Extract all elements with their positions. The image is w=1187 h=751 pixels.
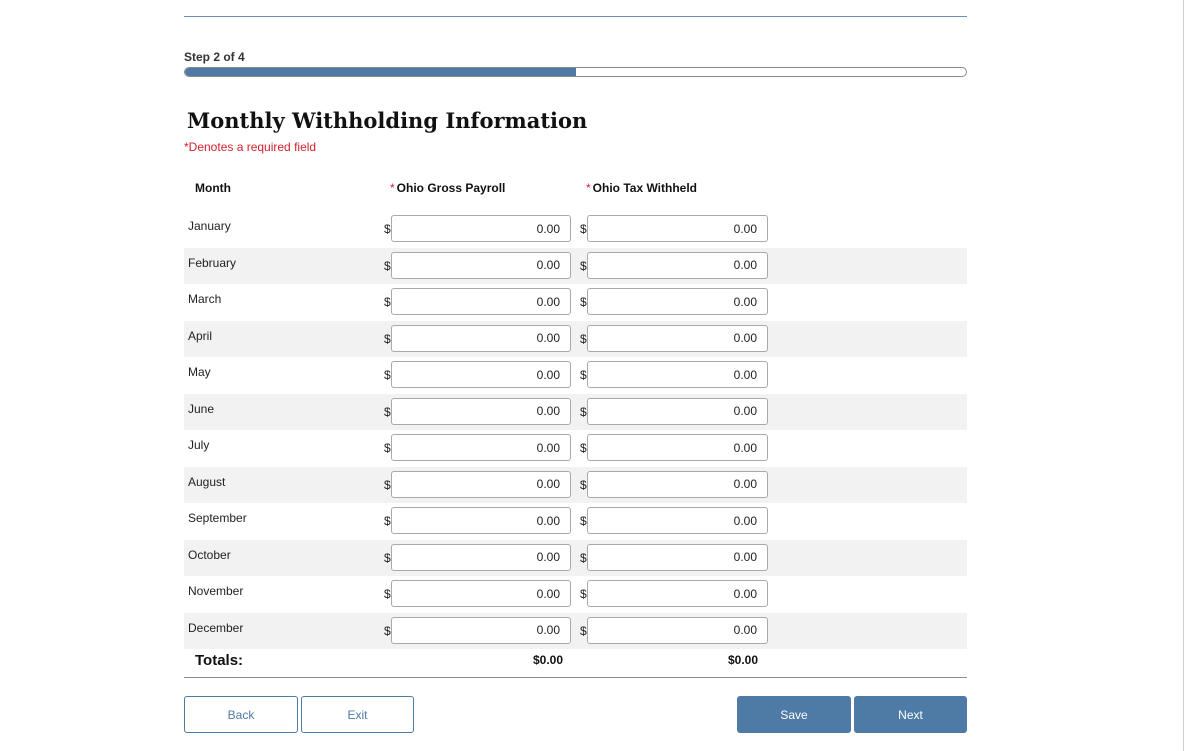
gross-payroll-input[interactable] (391, 507, 571, 534)
table-row: December $ $ (184, 612, 967, 649)
currency-symbol: $ (580, 258, 587, 273)
currency-symbol: $ (580, 477, 587, 492)
tax-withheld-input[interactable] (587, 434, 768, 461)
month-label: December (188, 620, 244, 635)
gross-payroll-input[interactable] (391, 616, 571, 644)
gross-payroll-input[interactable] (391, 434, 571, 461)
currency-symbol: $ (384, 295, 391, 309)
save-button[interactable]: Save (737, 696, 851, 733)
tax-withheld-input[interactable] (587, 543, 768, 571)
month-label: July (188, 438, 210, 452)
table-row: November $ $ (184, 576, 967, 612)
required-marker: * (586, 181, 591, 195)
month-label: February (188, 255, 237, 270)
currency-symbol: $ (384, 514, 391, 528)
gross-payroll-input[interactable] (391, 361, 571, 388)
gross-payroll-input[interactable] (391, 251, 571, 279)
window-edge (1183, 0, 1184, 751)
tax-withheld-input[interactable] (587, 470, 768, 498)
exit-button[interactable]: Exit (301, 696, 414, 733)
table-row: March $ $ (184, 284, 967, 320)
gross-payroll-input[interactable] (391, 215, 571, 242)
currency-symbol: $ (384, 331, 391, 346)
month-label: May (188, 365, 211, 379)
currency-symbol: $ (384, 623, 391, 638)
currency-symbol: $ (580, 404, 587, 419)
currency-symbol: $ (580, 441, 587, 455)
month-label: September (188, 511, 247, 525)
month-label: March (188, 292, 222, 306)
next-button[interactable]: Next (854, 696, 967, 733)
currency-symbol: $ (580, 222, 587, 236)
gross-payroll-input[interactable] (391, 288, 571, 315)
currency-symbol: $ (580, 514, 587, 528)
top-divider (184, 16, 967, 17)
table-row: September $ $ (184, 503, 967, 539)
currency-symbol: $ (580, 550, 587, 565)
gross-payroll-input[interactable] (391, 324, 571, 352)
back-button[interactable]: Back (184, 696, 298, 733)
tax-withheld-input[interactable] (587, 361, 768, 388)
table-row: June $ $ (184, 393, 967, 430)
gross-payroll-header-label: Ohio Gross Payroll (396, 181, 506, 195)
month-label: November (188, 584, 244, 598)
totals-label: Totals: (195, 652, 244, 669)
currency-symbol: $ (580, 623, 587, 638)
tax-withheld-header-label: Ohio Tax Withheld (592, 181, 698, 195)
gross-payroll-input[interactable] (391, 580, 571, 607)
currency-symbol: $ (384, 587, 391, 601)
currency-symbol: $ (384, 258, 391, 273)
gross-payroll-input[interactable] (391, 470, 571, 498)
progress-bar-fill (185, 68, 576, 76)
step-indicator: Step 2 of 4 (184, 50, 245, 64)
bottom-divider (184, 677, 967, 678)
currency-symbol: $ (580, 331, 587, 346)
currency-symbol: $ (384, 404, 391, 419)
tax-withheld-column-header: * Ohio Tax Withheld (586, 181, 697, 195)
tax-withheld-input[interactable] (587, 580, 768, 607)
currency-symbol: $ (384, 550, 391, 565)
currency-symbol: $ (384, 477, 391, 492)
tax-withheld-input[interactable] (587, 397, 768, 425)
table-row: July $ $ (184, 430, 967, 466)
page-title: Monthly Withholding Information (187, 108, 588, 133)
gross-payroll-total: $0.00 (533, 653, 564, 667)
gross-payroll-input[interactable] (391, 397, 571, 425)
tax-withheld-input[interactable] (587, 616, 768, 644)
table-row: January $ $ (184, 211, 967, 247)
currency-symbol: $ (580, 295, 587, 309)
table-row: October $ $ (184, 539, 967, 576)
month-label: August (188, 474, 226, 489)
gross-payroll-input[interactable] (391, 543, 571, 571)
table-row: August $ $ (184, 466, 967, 503)
required-marker: * (390, 181, 395, 195)
table-row: May $ $ (184, 357, 967, 393)
gross-payroll-column-header: * Ohio Gross Payroll (390, 181, 505, 195)
progress-bar (184, 67, 967, 77)
table-row: February $ $ (184, 247, 967, 284)
table-row: April $ $ (184, 320, 967, 357)
month-label: October (188, 547, 231, 562)
tax-withheld-input[interactable] (587, 324, 768, 352)
month-label: April (188, 328, 213, 343)
tax-withheld-input[interactable] (587, 507, 768, 534)
tax-withheld-input[interactable] (587, 251, 768, 279)
tax-withheld-total: $0.00 (728, 653, 759, 667)
currency-symbol: $ (384, 441, 391, 455)
required-field-note: *Denotes a required field (184, 140, 317, 154)
currency-symbol: $ (580, 587, 587, 601)
month-label: June (188, 401, 215, 416)
currency-symbol: $ (580, 368, 587, 382)
currency-symbol: $ (384, 222, 391, 236)
month-label: January (188, 219, 231, 233)
currency-symbol: $ (384, 368, 391, 382)
month-column-header: Month (195, 181, 231, 195)
tax-withheld-input[interactable] (587, 215, 768, 242)
tax-withheld-input[interactable] (587, 288, 768, 315)
